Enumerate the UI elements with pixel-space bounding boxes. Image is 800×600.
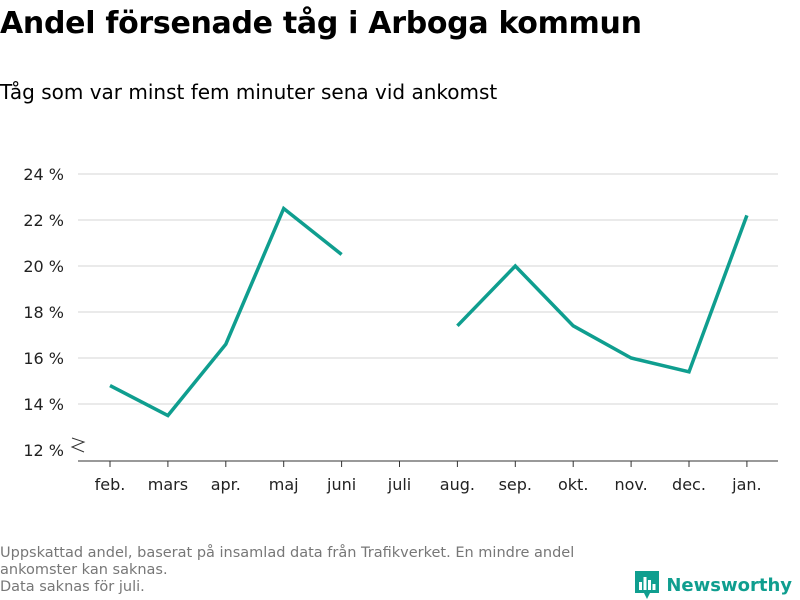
chart-title: Andel försenade tåg i Arboga kommun bbox=[0, 6, 642, 41]
x-tick-label: okt. bbox=[558, 475, 588, 494]
y-tick-label: 20 % bbox=[23, 257, 64, 276]
y-tick-label: 22 % bbox=[23, 211, 64, 230]
series-line bbox=[456, 214, 749, 374]
line-chart: 12 % 14 % 16 % 18 % 20 % 22 % 24 % feb. mars apr… bbox=[23, 165, 778, 494]
y-tick-label: 24 % bbox=[23, 165, 64, 184]
grid-lines bbox=[78, 173, 778, 405]
brand-logo: Newsworthy bbox=[634, 570, 792, 600]
x-axis bbox=[70, 437, 778, 462]
x-tick-label: dec. bbox=[672, 475, 706, 494]
series-lines bbox=[109, 205, 749, 418]
x-tick-label: maj bbox=[269, 475, 299, 494]
x-tick-label: mars bbox=[148, 475, 188, 494]
y-tick-label: 16 % bbox=[23, 349, 64, 368]
y-tick-label: 18 % bbox=[23, 303, 64, 322]
footnote-missing-data: Data saknas för juli. bbox=[0, 579, 145, 595]
x-tick-label: jan. bbox=[731, 475, 761, 494]
x-tick-label: apr. bbox=[211, 475, 241, 494]
x-tick-label: aug. bbox=[440, 475, 475, 494]
footnote: Uppskattad andel, baserat på insamlad da… bbox=[0, 545, 640, 596]
y-tick-label: 14 % bbox=[23, 395, 64, 414]
footnote-text: Uppskattad andel, baserat på insamlad da… bbox=[0, 545, 575, 578]
x-tick-label: nov. bbox=[614, 475, 647, 494]
y-tick-label: 12 % bbox=[23, 441, 64, 460]
chart-subtitle: Tåg som var minst fem minuter sena vid a… bbox=[0, 80, 498, 104]
bar-chart-logo-icon bbox=[635, 571, 660, 599]
x-tick-label: sep. bbox=[499, 475, 532, 494]
x-tick-label: feb. bbox=[95, 475, 126, 494]
axis-break-marker bbox=[70, 437, 86, 453]
series-line bbox=[109, 205, 343, 418]
x-tick-label: juli bbox=[387, 475, 411, 494]
brand-name: Newsworthy bbox=[666, 574, 792, 596]
x-axis-ticks: feb. mars apr. maj juni juli aug. sep. okt. nov. d… bbox=[95, 461, 762, 494]
x-tick-label: juni bbox=[326, 475, 356, 494]
y-axis-ticks: 12 % 14 % 16 % 18 % 20 % 22 % 24 % bbox=[23, 165, 64, 460]
